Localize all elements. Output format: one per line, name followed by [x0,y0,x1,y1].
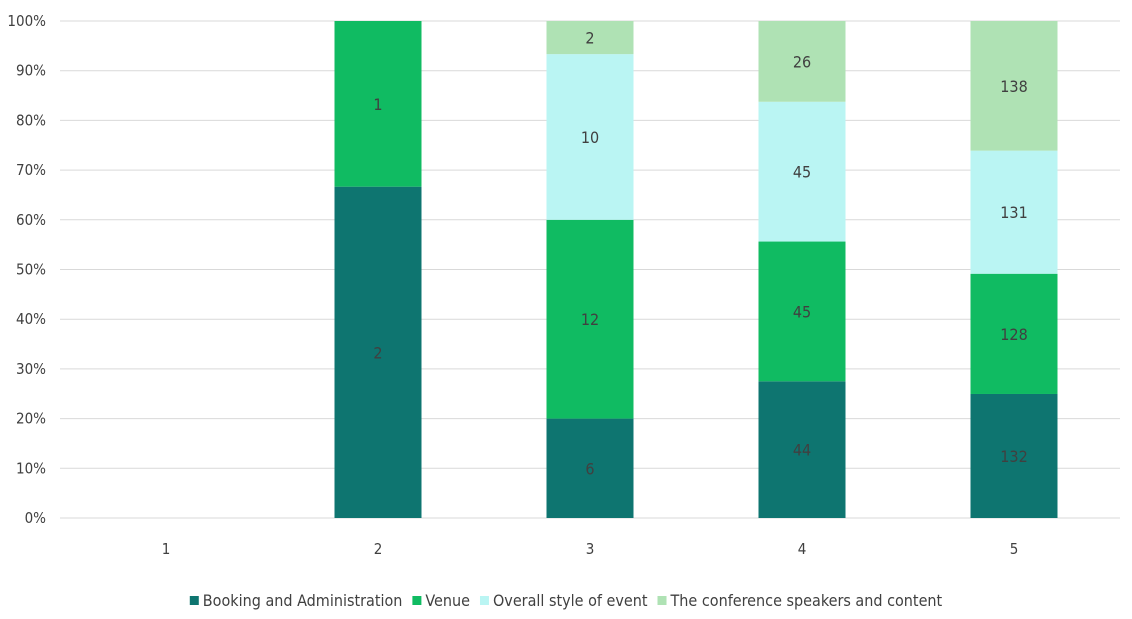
y-tick-label: 80% [16,111,46,129]
bar-data-label: 12 [581,310,599,329]
bar-data-label: 132 [1000,447,1027,466]
x-tick-label: 3 [586,540,595,558]
x-tick-label: 5 [1010,540,1019,558]
y-tick-label: 0% [25,509,47,527]
legend-swatch [479,596,489,605]
y-tick-label: 100% [7,12,46,30]
bar-segment [334,21,422,187]
y-tick-label: 90% [16,62,46,80]
y-tick-label: 60% [16,211,46,229]
bar-segment [970,393,1058,518]
y-tick-label: 40% [16,310,46,328]
bar-segment [546,418,634,518]
x-tick-label: 1 [162,540,171,558]
legend-entry: Booking and Administration [203,591,403,610]
y-axis-tick-labels: 0% 10% 20% 30% 40% 50% 60% 70% 80% 90% 100% [7,12,46,527]
bar-data-label: 26 [793,52,811,71]
bar-segment [758,21,846,102]
y-tick-label: 30% [16,360,46,378]
bar-data-label: 10 [581,128,599,147]
bar-segment [546,54,634,220]
x-tick-label: 4 [798,540,807,558]
legend-swatch [412,596,422,605]
y-tick-label: 70% [16,161,46,179]
bar-data-label: 138 [1000,77,1027,96]
bar-segment [758,101,846,242]
bar-data-label: 44 [793,441,811,460]
bar-data-label: 1 [373,95,382,114]
y-tick-label: 20% [16,410,46,428]
legend-swatch [189,596,199,605]
legend-swatch [657,596,667,605]
x-axis-tick-labels: 1 2 3 4 5 [162,540,1019,558]
bar-segment [334,186,422,518]
y-tick-label: 50% [16,261,46,279]
legend-entry: Venue [425,591,470,610]
bar-data-label: 2 [373,343,382,362]
bar-segment [758,241,846,382]
legend-entry: The conference speakers and content [670,591,943,610]
y-tick-label: 10% [16,459,46,477]
x-tick-label: 2 [374,540,383,558]
bar-data-label: 131 [1000,203,1027,222]
bar-segment [758,381,846,518]
legend-entry: Overall style of event [493,591,648,610]
bar-segment [970,21,1058,151]
bar-segment [546,219,634,419]
bar-segment [970,150,1058,274]
bar-data-label: 6 [585,459,594,478]
bar-data-label: 2 [585,29,594,48]
bar-segment [970,273,1058,394]
legend: Booking and Administration Venue Overall s… [189,591,943,610]
bar-data-label: 45 [793,302,811,321]
bar-data-label: 45 [793,163,811,182]
bar-segment [546,21,634,55]
bar-data-label: 128 [1000,325,1027,344]
bars [334,21,1058,518]
bar-data-labels: 2 1 6 12 10 2 44 45 45 26 132 128 131 138 [373,29,1027,479]
